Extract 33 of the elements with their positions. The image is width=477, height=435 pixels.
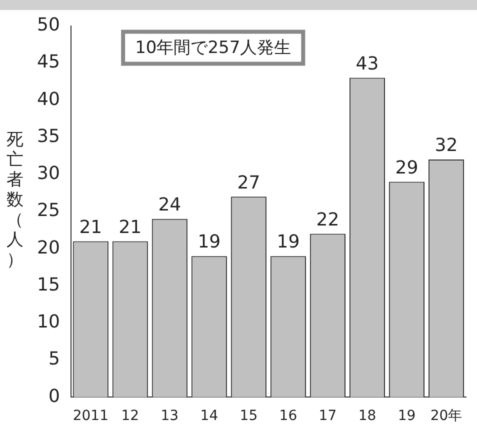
data-label: 27 (237, 172, 260, 194)
data-label: 29 (395, 157, 418, 178)
data-label: 19 (198, 232, 221, 253)
y-tick-label: 35 (37, 126, 60, 147)
data-label: 21 (118, 216, 142, 238)
x-tick-label: 19 (398, 408, 416, 424)
y-tick-label: 25 (37, 200, 60, 222)
data-label: 24 (158, 194, 182, 216)
data-label: 32 (434, 135, 458, 156)
data-label: 43 (356, 53, 379, 74)
data-label: 21 (79, 216, 102, 238)
x-tick-label: 2011 (72, 408, 108, 424)
y-tick-label: 5 (48, 348, 60, 370)
y-tick-label: 30 (37, 163, 60, 184)
x-tick-label: 15 (240, 408, 258, 424)
y-axis-title: 死亡者数（人） (6, 130, 24, 270)
y-tick-label: 50 (37, 14, 60, 36)
y-tick-label: 40 (37, 88, 60, 110)
x-tick-label: 20年 (430, 408, 462, 424)
data-label: 22 (316, 209, 340, 230)
annotation: 10年間で257人発生 (135, 38, 292, 58)
y-tick-label: 20 (37, 237, 60, 258)
y-tick-label: 0 (48, 386, 60, 407)
y-tick-label: 45 (37, 52, 60, 73)
x-tick-label: 17 (318, 408, 337, 424)
x-tick-label: 12 (121, 408, 140, 424)
y-tick-label: 15 (37, 274, 60, 296)
x-tick-label: 18 (358, 408, 376, 424)
y-tick-label: 10 (37, 312, 60, 333)
x-tick-label: 16 (279, 408, 298, 424)
data-label: 19 (276, 232, 300, 253)
x-tick-label: 13 (160, 408, 179, 424)
x-tick-label: 14 (200, 408, 218, 424)
